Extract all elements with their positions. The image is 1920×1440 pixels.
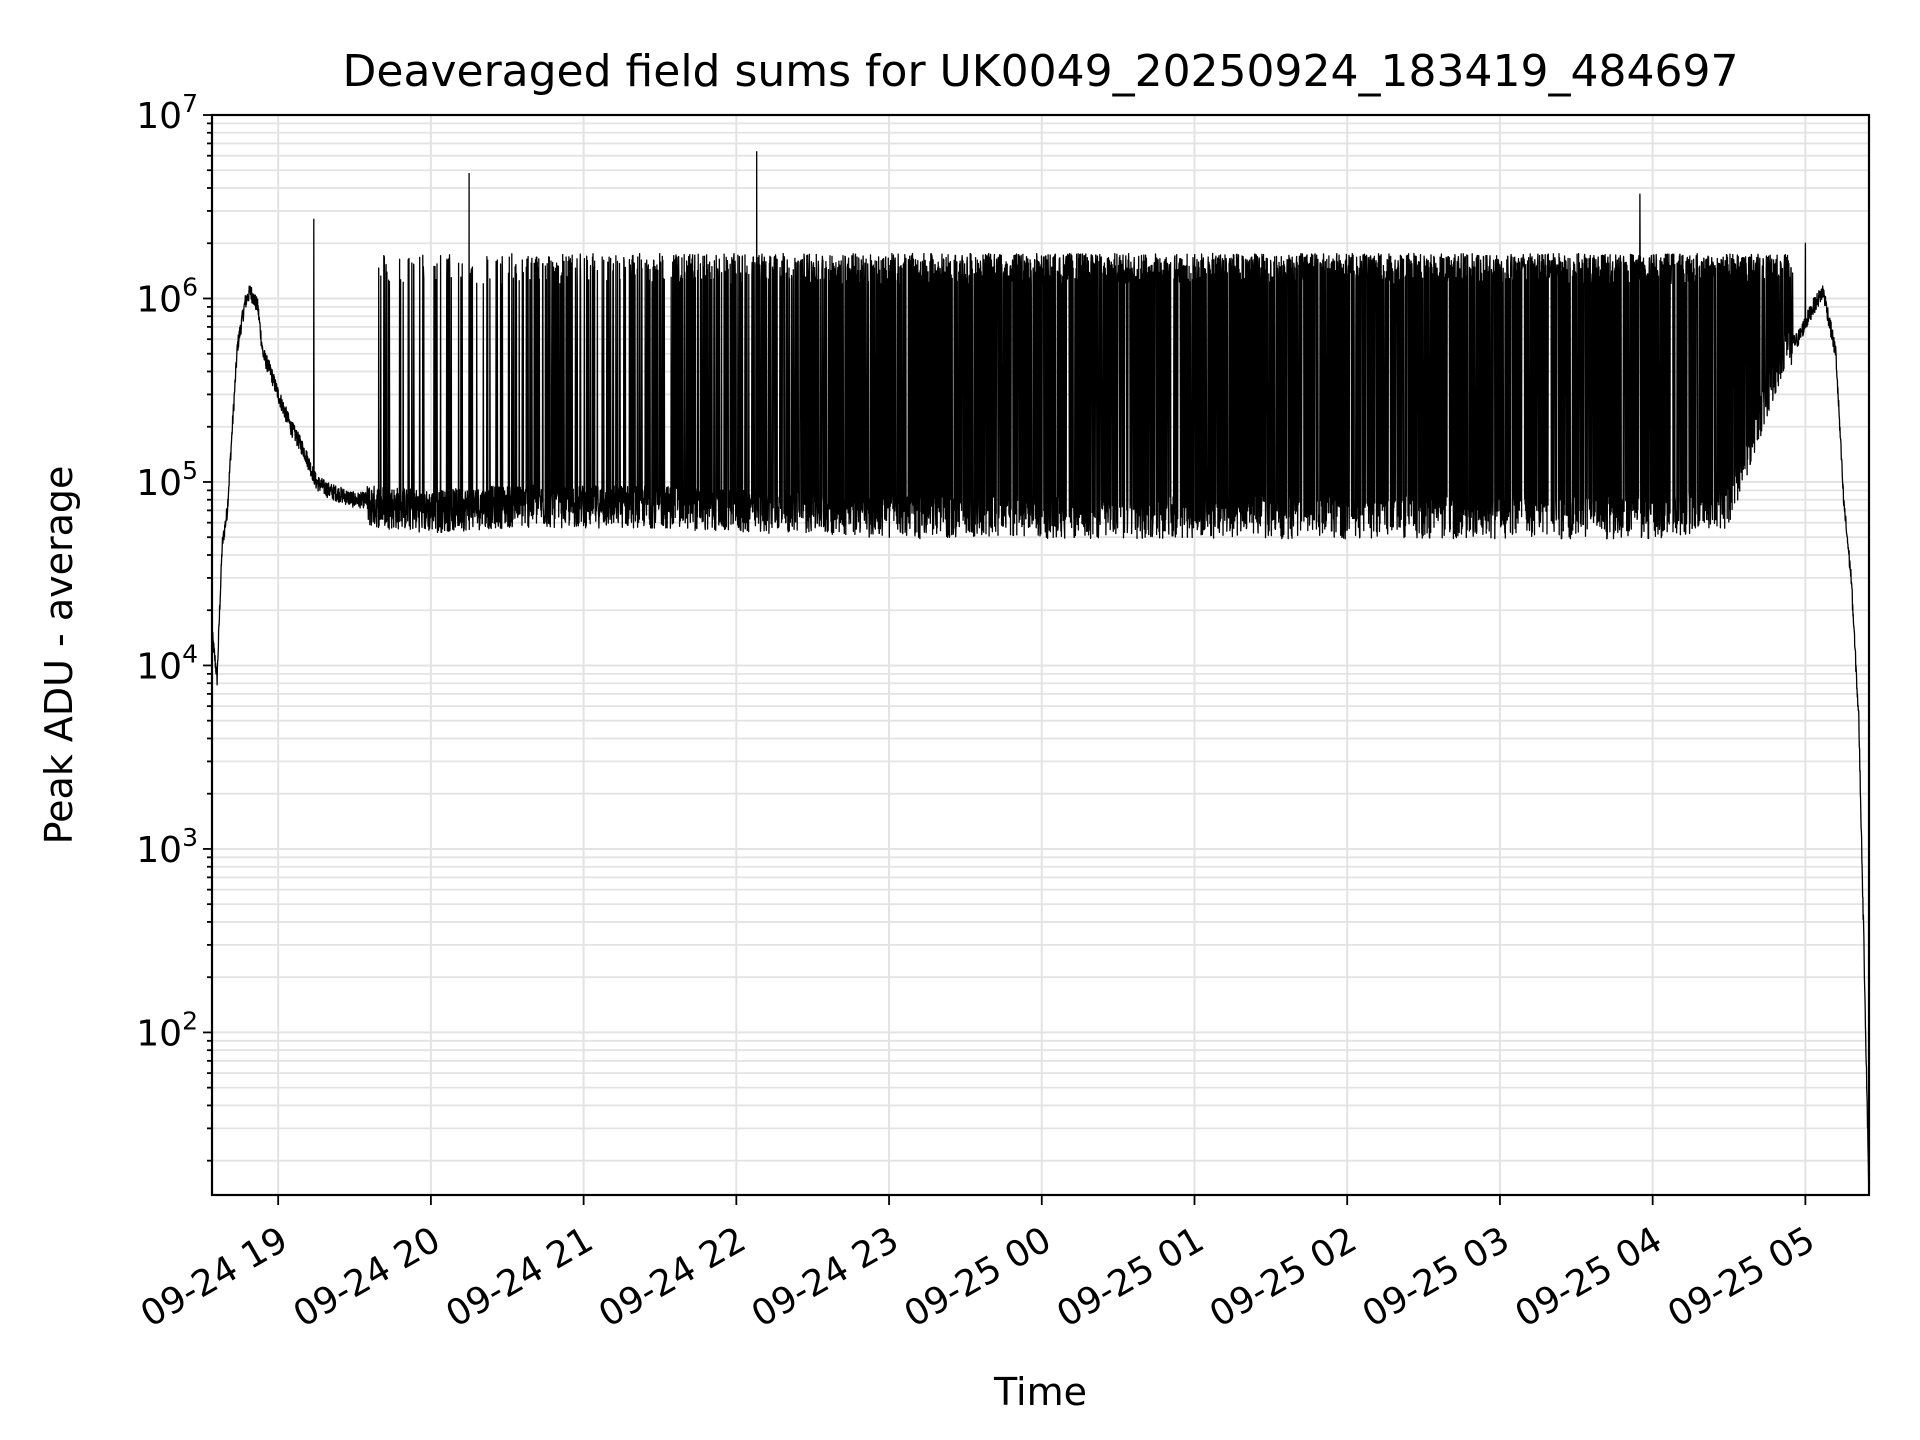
series-line xyxy=(211,151,1870,1195)
y-axis-label: Peak ADU - average xyxy=(37,466,81,845)
y-tick-label: 102 xyxy=(136,1006,198,1054)
y-tick-label: 106 xyxy=(136,272,198,320)
data-series xyxy=(211,151,1870,1195)
y-tick-label: 105 xyxy=(136,456,198,504)
y-tick-label: 107 xyxy=(136,89,198,137)
plot-frame xyxy=(210,113,1871,1197)
chart-title: Deaveraged field sums for UK0049_2025092… xyxy=(343,46,1739,97)
y-tick-label: 103 xyxy=(136,823,198,871)
y-tick-label: 104 xyxy=(136,639,198,687)
x-axis-label: Time xyxy=(993,1370,1087,1414)
